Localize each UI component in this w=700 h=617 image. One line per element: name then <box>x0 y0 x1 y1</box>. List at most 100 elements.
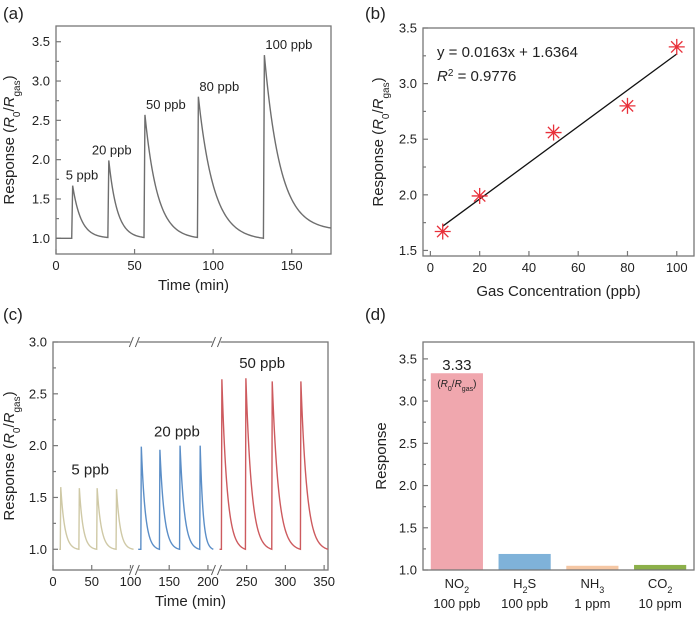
data-point-marker <box>619 97 636 114</box>
y-tick-label: 3.5 <box>399 351 417 366</box>
text-span: 2 <box>522 585 527 595</box>
series-50-ppb <box>219 378 329 551</box>
text-span: 3 <box>599 585 604 595</box>
axis-break-mark <box>128 564 134 576</box>
concentration-label: 20 ppb <box>154 423 200 440</box>
x-tick-label: 100 <box>120 574 142 589</box>
x-category-label: NH3 <box>580 576 604 595</box>
text-span: ) <box>1 75 18 80</box>
text-span: R <box>441 379 448 390</box>
x-tick-label: 350 <box>313 574 335 589</box>
panel-a: (a) 1.0 1.5 2.0 2.5 3.0 3.5 0 50 100 150 5 ppb 20 pp… <box>1 4 332 294</box>
r-squared: R2 = 0.9776 <box>437 68 516 86</box>
y-tick-label: 2.0 <box>32 152 50 167</box>
text-span: 0 <box>12 427 23 433</box>
text-span: R <box>455 379 462 390</box>
y-axis-label: Response (R0/Rgas) <box>1 391 23 520</box>
x-tick-label: 20 <box>472 260 486 275</box>
marker-center <box>675 45 679 49</box>
axis-break-gap <box>212 340 221 344</box>
x-tick-label: 100 <box>202 258 224 273</box>
text-span: 0 <box>381 113 392 119</box>
bar-unit-label: (R0/Rgas) <box>437 379 476 393</box>
text-span: R <box>437 68 448 85</box>
x-tick-label: 80 <box>620 260 634 275</box>
data-point-marker <box>471 187 488 204</box>
text-span: 2 <box>464 585 469 595</box>
text-span: Response ( <box>1 444 18 521</box>
text-span: R <box>1 117 18 128</box>
text-span: gas <box>12 396 23 412</box>
text-span: 0 <box>448 386 452 393</box>
y-tick-label: 2.5 <box>29 386 47 401</box>
text-span: gas <box>381 82 392 98</box>
axis-break-mark <box>210 564 216 576</box>
axis-break-gap <box>130 340 139 344</box>
y-tick-label: 2.5 <box>399 132 417 147</box>
text-span: ) <box>1 391 18 396</box>
text-span: R <box>1 412 18 423</box>
panel-label: (d) <box>365 305 386 324</box>
axes-frame <box>52 341 329 571</box>
panel-c: (c) 1.0 1.5 2.0 2.5 3.0 0 50 100 150 200 250 300 350 5… <box>1 305 335 610</box>
x-category-concentration: 100 ppb <box>433 596 480 611</box>
y-tick-label: 1.0 <box>29 542 47 557</box>
data-point-marker <box>434 223 451 240</box>
x-tick-label: 0 <box>52 258 59 273</box>
text-span: CO <box>648 576 668 591</box>
panel-label: (c) <box>3 305 23 324</box>
concentration-label: 50 ppb <box>146 97 186 112</box>
text-span: / <box>1 423 18 428</box>
y-tick-label: 3.0 <box>399 76 417 91</box>
text-span: Response ( <box>1 128 18 205</box>
axis-break-mark <box>216 564 222 576</box>
text-span: Response ( <box>370 130 387 207</box>
x-axis-label: Time (min) <box>155 593 226 610</box>
y-tick-label: 2.0 <box>399 478 417 493</box>
marker-center <box>625 104 630 108</box>
bar <box>566 565 619 570</box>
text-span: / <box>1 107 18 112</box>
axis-break-gap <box>212 568 221 572</box>
x-tick-label: 0 <box>49 574 56 589</box>
text-span: 2 <box>667 585 672 595</box>
y-axis-label: Response <box>373 422 390 490</box>
text-span: R <box>1 96 18 107</box>
series-5-ppb <box>59 487 134 551</box>
text-span: 2 <box>448 68 454 79</box>
x-axis-label: Gas Concentration (ppb) <box>476 283 640 300</box>
x-category-label: NO2 <box>445 576 470 595</box>
text-span: R <box>1 433 18 444</box>
text-span: NO <box>445 576 465 591</box>
x-tick-label: 40 <box>522 260 536 275</box>
x-category-label: H2S <box>513 576 536 595</box>
fit-equation: y = 0.0163x + 1.6364 <box>437 44 578 61</box>
bar <box>498 553 551 570</box>
text-span: gas <box>462 386 474 393</box>
bar-value-label: 3.33 <box>442 357 471 374</box>
panel-label: (b) <box>365 4 386 23</box>
y-tick-label: 1.5 <box>32 191 50 206</box>
y-axis-label: Response (R0/Rgas) <box>1 75 23 204</box>
text-span: 0 <box>12 111 23 117</box>
axis-break-mark <box>210 336 216 348</box>
text-span: NH <box>580 576 599 591</box>
axes-frame <box>422 341 695 571</box>
x-tick-label: 200 <box>197 574 219 589</box>
data-point-marker <box>668 38 685 55</box>
y-tick-label: 3.0 <box>29 335 47 350</box>
y-axis-label: Response (R0/Rgas) <box>370 77 392 206</box>
x-tick-label: 100 <box>666 260 688 275</box>
x-tick-label: 150 <box>158 574 180 589</box>
marker-center <box>478 194 482 198</box>
text-span: R <box>370 119 387 130</box>
text-span: ) <box>473 379 476 390</box>
axis-break-mark <box>128 336 134 348</box>
y-tick-label: 1.5 <box>399 243 417 258</box>
x-category-label: CO2 <box>648 576 673 595</box>
x-tick-label: 50 <box>127 258 141 273</box>
text-span: / <box>452 379 455 390</box>
